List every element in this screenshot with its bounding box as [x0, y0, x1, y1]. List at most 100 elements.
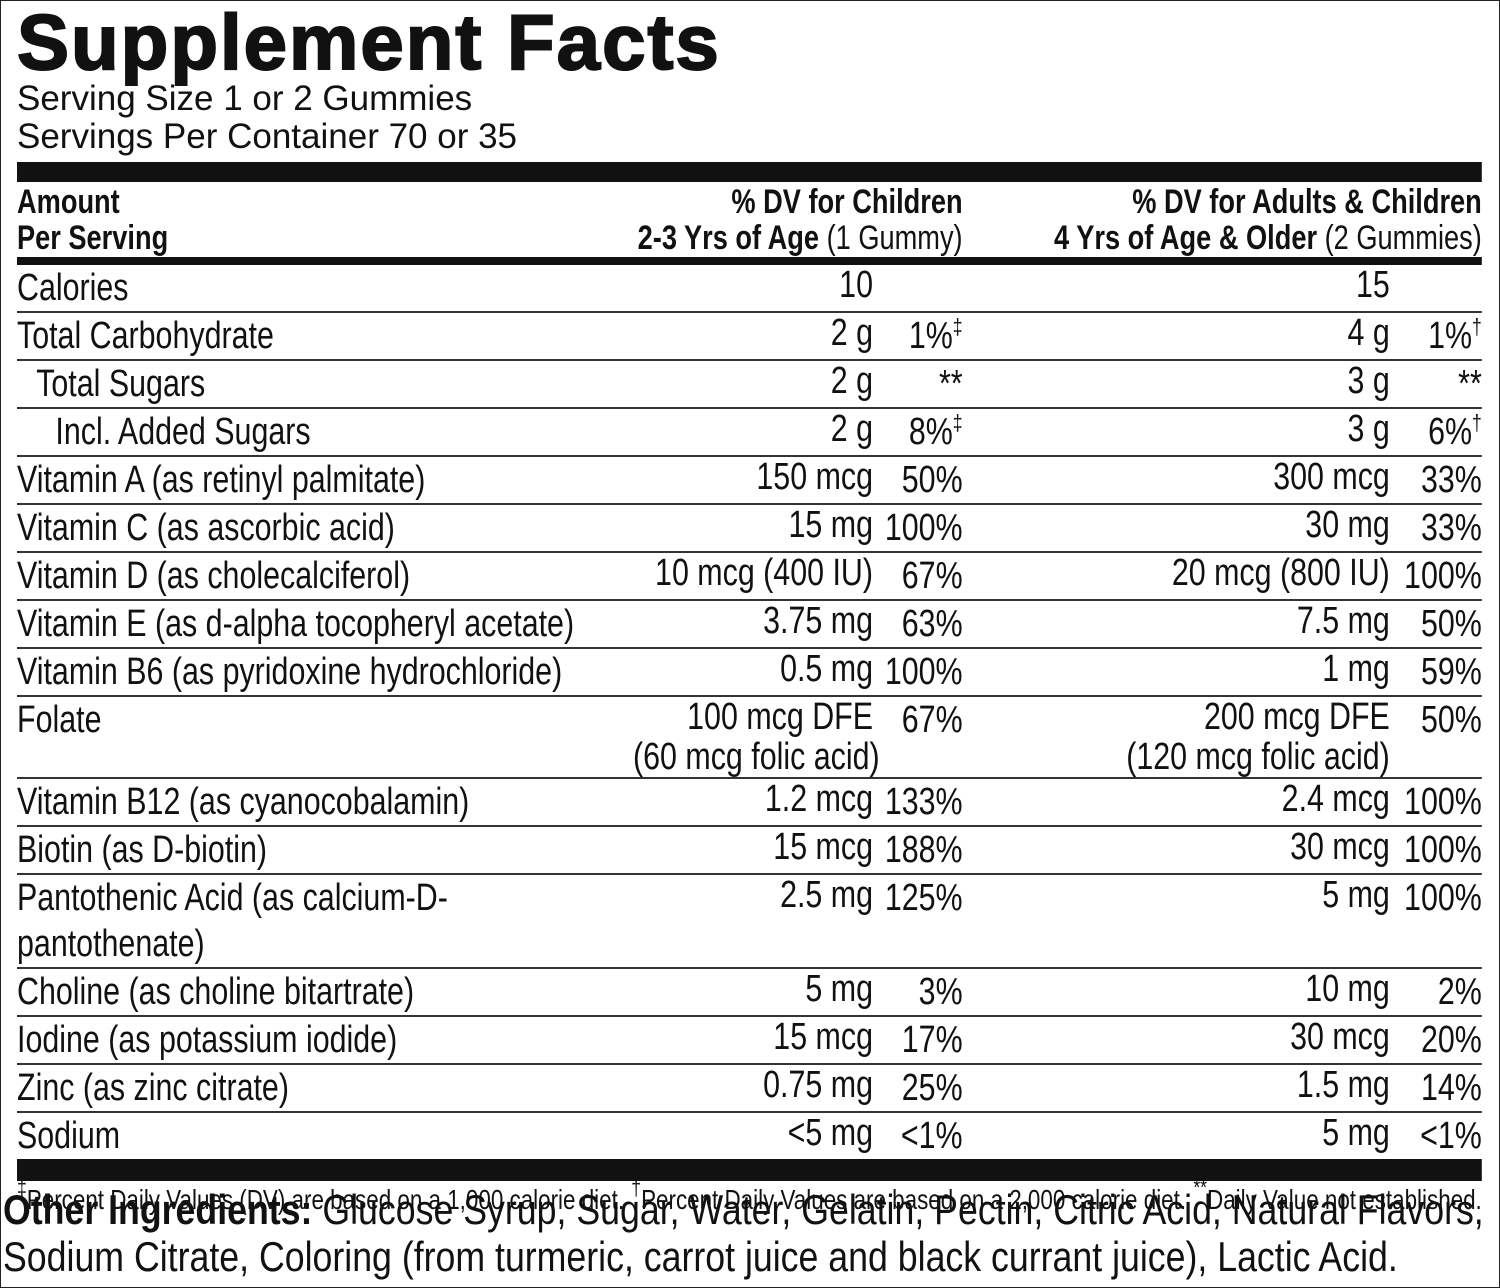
amount-line: 0.75 mg — [763, 1064, 873, 1106]
header-line: 2-3 Yrs of Age (1 Gummy) — [633, 220, 963, 256]
nutrient-name: Vitamin A (as retinyl palmitate) — [17, 459, 426, 501]
daily-value: 14% — [1390, 1065, 1482, 1111]
daily-value — [1390, 265, 1482, 311]
dv-text: 6% — [1428, 411, 1472, 453]
amount: 2 g — [633, 409, 873, 455]
amount: 7.5 mg — [963, 601, 1390, 647]
rule — [17, 257, 1482, 265]
dv-note: ‡ — [952, 410, 963, 435]
dv-text: 67% — [901, 699, 963, 741]
amount: <5 mg — [633, 1113, 873, 1159]
daily-value: 1%† — [1390, 313, 1482, 359]
dv-text: <1% — [1420, 1115, 1482, 1157]
dv-text: 2% — [1437, 971, 1482, 1013]
header-line: Amount — [17, 183, 120, 221]
title: Supplement Facts — [16, 0, 721, 86]
header-line: 4 Yrs of Age & Older (2 Gummies) — [963, 220, 1482, 256]
table-header: Amount Per Serving % DV for Children 2-3… — [17, 182, 1482, 257]
amount: 2 g — [633, 313, 873, 359]
nutrient-name: Vitamin C (as ascorbic acid) — [17, 507, 395, 549]
dv-text: 20% — [1420, 1019, 1482, 1061]
nutrient-name: Total Sugars — [36, 363, 206, 405]
daily-value: ** — [873, 361, 963, 407]
daily-value: 100% — [1390, 779, 1482, 825]
nutrient-name: Zinc (as zinc citrate) — [17, 1067, 289, 1109]
daily-value: 125% — [873, 875, 963, 967]
amount: 2.5 mg — [633, 875, 873, 967]
dv-text: 63% — [901, 603, 963, 645]
nutrient-row: Folate 100 mcg DFE (60 mcg folic acid) 67% 2… — [17, 695, 1482, 777]
daily-value: 100% — [873, 505, 963, 551]
amount-line: 100 mcg DFE — [687, 696, 873, 738]
amount-line: 2.4 mcg — [1281, 778, 1390, 820]
daily-value: 59% — [1390, 649, 1482, 695]
amount: 0.75 mg — [633, 1065, 873, 1111]
nutrient-row: Incl. Added Sugars 2 g 8%‡ 3 g 6%† — [17, 407, 1482, 455]
age: 2-3 Yrs of Age — [637, 219, 820, 257]
dv-text: 8% — [908, 411, 953, 453]
dv-note: † — [1472, 410, 1482, 435]
amount: 5 mg — [633, 969, 873, 1015]
amount: 5 mg — [963, 875, 1390, 967]
daily-value: 50% — [1390, 601, 1482, 647]
nutrient-row: Vitamin A (as retinyl palmitate) 150 mcg 5… — [17, 455, 1482, 503]
nutrient-name: Total Carbohydrate — [17, 315, 274, 357]
nutrient-name: Sodium — [17, 1115, 121, 1157]
amount: 15 mg — [633, 504, 874, 551]
nutrient-name: Vitamin D (as cholecalciferol) — [17, 555, 411, 597]
nutrient-row: Total Sugars 2 g ** 3 g ** — [17, 359, 1482, 407]
nutrient-name: Pantothenic Acid (as calcium-D-pantothen… — [17, 877, 448, 965]
dv-text: 67% — [901, 555, 963, 597]
dv-text: 59% — [1420, 651, 1482, 693]
rule — [17, 1159, 1482, 1181]
daily-value: 67% — [873, 697, 963, 777]
daily-value — [873, 265, 963, 311]
amount-line: 3 g — [1347, 408, 1390, 450]
amount: 20 mcg (800 IU) — [963, 553, 1390, 599]
daily-value: 100% — [873, 649, 963, 695]
dv-text: <1% — [900, 1115, 963, 1157]
nutrient-row: Vitamin B12 (as cyanocobalamin) 1.2 mcg 13… — [17, 777, 1482, 825]
nutrient-row: Total Carbohydrate 2 g 1%‡ 4 g 1%† — [17, 311, 1482, 359]
nutrient-name: Calories — [17, 267, 129, 309]
amount: 15 — [963, 265, 1390, 311]
dv-text: 100% — [1404, 877, 1482, 919]
amount-line: 200 mcg DFE — [1203, 696, 1390, 738]
daily-value: 50% — [873, 457, 963, 503]
dv-text: 14% — [1420, 1067, 1482, 1109]
daily-value: 17% — [873, 1017, 963, 1063]
amount: 100 mcg DFE (60 mcg folic acid) — [633, 696, 880, 777]
footnote: ‡Percent Daily Values (DV) are based on … — [17, 1177, 624, 1217]
daily-value: 33% — [1390, 505, 1482, 551]
amount-line: 15 mg — [788, 504, 874, 546]
amount-line: 2.5 mg — [780, 874, 873, 916]
dv-text: 133% — [884, 781, 963, 823]
nutrient-name: Incl. Added Sugars — [55, 411, 311, 453]
footnote-symbol: † — [631, 1175, 642, 1200]
amount-line: 5 mg — [805, 968, 873, 1010]
footnote: **Daily Value not established. — [1193, 1177, 1481, 1217]
dv-text: ** — [1458, 363, 1482, 405]
amount: 300 mcg — [963, 457, 1390, 503]
dv-text: 100% — [1404, 555, 1482, 597]
amount-line: 10 — [839, 264, 873, 306]
serving: (1 Gummy) — [826, 219, 963, 257]
facts-table: Amount Per Serving % DV for Children 2-3… — [17, 162, 1482, 1217]
amount-line: 3.75 mg — [763, 600, 873, 642]
amount-line: 3 g — [1347, 360, 1390, 402]
dv-text: 50% — [1420, 699, 1482, 741]
amount: 15 mcg — [633, 827, 873, 873]
nutrient-row: Pantothenic Acid (as calcium-D-pantothen… — [17, 873, 1482, 967]
amount: 4 g — [963, 313, 1390, 359]
dv-text: 100% — [884, 507, 963, 549]
amount: 10 mcg (400 IU) — [633, 553, 873, 599]
header-line: % DV for Children — [731, 183, 963, 221]
daily-value: 100% — [1390, 553, 1482, 599]
amount-line: 15 mcg — [773, 1016, 873, 1058]
daily-value: 133% — [873, 779, 963, 825]
amount: 30 mcg — [963, 827, 1390, 873]
amount: 30 mcg — [963, 1017, 1390, 1063]
daily-value: 33% — [1390, 457, 1482, 503]
nutrient-row: Zinc (as zinc citrate) 0.75 mg 25% 1.5 mg 14… — [17, 1063, 1482, 1111]
daily-value: ** — [1390, 361, 1482, 407]
